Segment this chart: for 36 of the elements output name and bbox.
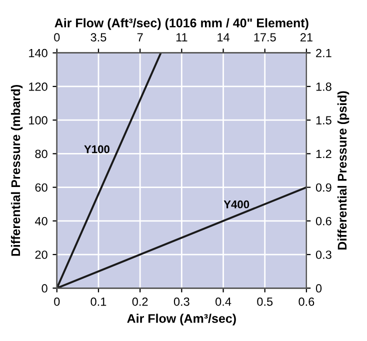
y2-tick-label: 0.6 [316,216,332,226]
x-tick-label: 0.1 [90,297,106,306]
y-tick-label: 20 [35,250,48,259]
y-axis-title: Differential Pressure (mbard) [10,84,23,256]
x-axis-title: Air Flow (Am³/sec) [127,314,236,326]
x2-tick-label: 21 [300,33,312,42]
x-tick-label: 0.6 [298,297,314,306]
x-tick-label: 0 [54,297,60,306]
x2-tick-label: 0 [54,33,60,42]
y2-tick-label: 0 [316,284,322,293]
series-label: Y100 [84,145,110,154]
y-tick-label: 0 [42,284,48,293]
x-tick-label: 0.3 [174,297,190,306]
y2-tick-label: 1.8 [316,82,332,91]
y2-tick-label: 1.2 [316,150,332,158]
x2-tick-label: 17.5 [254,33,276,42]
x2-tick-label: 7 [137,33,143,42]
x-tick-label: 0.4 [216,297,232,306]
x2-tick-label: 11 [176,33,188,42]
y2-tick-label: 0.9 [316,183,332,192]
x-tick-label: 0.2 [132,297,148,306]
x-tick-label: 0.5 [257,297,273,306]
y2-axis-title: Differential Pressure (psid) [337,91,350,250]
y2-tick-label: 0.3 [316,250,332,259]
y-tick-label: 40 [35,216,48,226]
y-tick-label: 80 [35,150,48,158]
y2-tick-label: 1.5 [316,116,332,124]
y-tick-label: 120 [29,82,48,91]
series-label: Y400 [224,200,250,208]
x2-tick-label: 14 [218,33,230,42]
y-tick-label: 100 [29,116,48,124]
x2-tick-label: 3.5 [90,33,106,42]
y-tick-label: 140 [29,48,48,58]
y2-tick-label: 2.1 [316,48,332,58]
x2-axis-title: Air Flow (Aft³/sec) (1016 mm / 40" Element) [54,18,308,30]
y-tick-label: 60 [35,183,48,192]
